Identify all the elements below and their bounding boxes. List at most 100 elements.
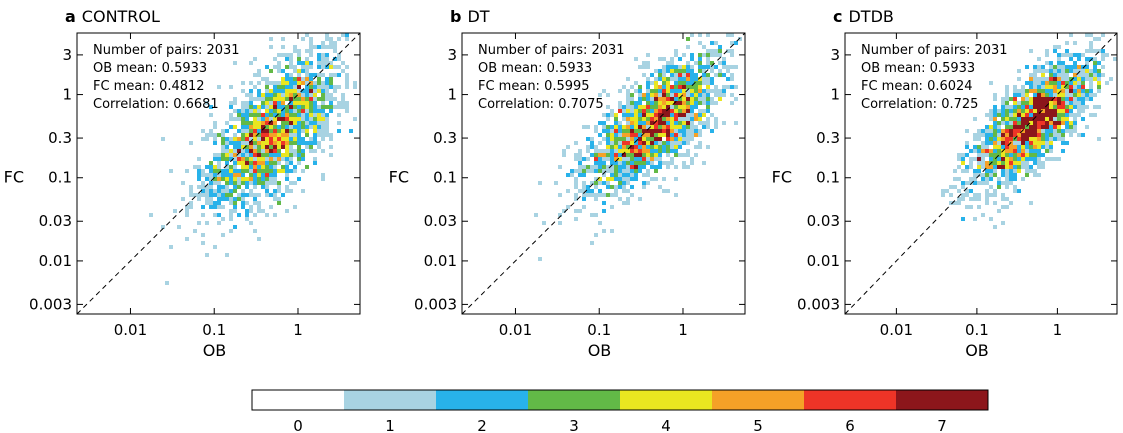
density-cell [237, 213, 241, 217]
density-cell [1017, 129, 1021, 133]
density-cell [638, 145, 642, 149]
density-cell [1065, 141, 1069, 145]
density-cell [993, 161, 997, 165]
density-cell [245, 217, 249, 221]
density-cell [261, 117, 265, 121]
density-cell [1009, 181, 1013, 185]
density-cell [610, 137, 614, 141]
density-cell [586, 145, 590, 149]
density-cell [658, 129, 662, 133]
density-cell [650, 81, 654, 85]
density-cell [209, 201, 213, 205]
density-cell [638, 137, 642, 141]
density-cell [241, 145, 245, 149]
density-cell [321, 81, 325, 85]
density-cell [1073, 93, 1077, 97]
density-cell [221, 233, 225, 237]
y-tick-label: 3 [830, 46, 840, 64]
density-cell [1097, 77, 1101, 81]
density-cell [317, 73, 321, 77]
colorbar-label: 6 [845, 417, 855, 433]
density-cell [317, 141, 321, 145]
density-cell [1053, 157, 1057, 161]
density-cell [674, 81, 678, 85]
density-cell [1057, 65, 1061, 69]
density-cell [710, 129, 714, 133]
density-cell [1001, 145, 1005, 149]
density-cell [578, 169, 582, 173]
density-cell [265, 125, 269, 129]
density-cell [305, 97, 309, 101]
density-cell [722, 93, 726, 97]
density-cell [997, 181, 1001, 185]
density-cell [662, 149, 666, 153]
density-cell [1049, 133, 1053, 137]
density-cell [1045, 77, 1049, 81]
density-cell [249, 89, 253, 93]
density-cell [682, 141, 686, 145]
density-cell [281, 101, 285, 105]
density-cell [313, 125, 317, 129]
density-cell [309, 77, 313, 81]
density-cell [1029, 85, 1033, 89]
density-cell [1085, 105, 1089, 109]
density-cell [1009, 173, 1013, 177]
density-cell [1053, 93, 1057, 97]
density-cell [341, 33, 345, 37]
density-cell [277, 161, 281, 165]
density-cell [686, 93, 690, 97]
density-cell [674, 137, 678, 141]
density-cell [289, 133, 293, 137]
one-to-one-line [76, 32, 361, 315]
density-cell [977, 137, 981, 141]
density-cell [269, 145, 273, 149]
density-cell [706, 53, 710, 57]
density-cell [650, 105, 654, 109]
density-cell [321, 65, 325, 69]
density-cell [269, 101, 273, 105]
density-cell [977, 169, 981, 173]
density-cell [229, 189, 233, 193]
density-cell [622, 141, 626, 145]
panel-title: a CONTROL [65, 7, 160, 26]
density-cell [993, 97, 997, 101]
density-cell [678, 121, 682, 125]
density-cell [185, 237, 189, 241]
density-cell [285, 93, 289, 97]
density-cell [225, 153, 229, 157]
x-tick-label: 0.1 [587, 321, 611, 339]
density-cell [245, 101, 249, 105]
density-cell [1033, 129, 1037, 133]
density-cell [1069, 109, 1073, 113]
density-cell [598, 93, 602, 97]
density-cell [626, 77, 630, 81]
density-cell [1069, 93, 1073, 97]
density-cell [965, 205, 969, 209]
density-cell [614, 141, 618, 145]
density-cell [213, 213, 217, 217]
density-cell [997, 177, 1001, 181]
density-cell [333, 85, 337, 89]
density-cell [341, 101, 345, 105]
density-cell [253, 157, 257, 161]
density-cell [666, 153, 670, 157]
density-cells [149, 33, 357, 285]
density-cell [245, 165, 249, 169]
colorbar-segment [344, 390, 436, 410]
density-cell [337, 129, 341, 133]
density-cell [313, 89, 317, 93]
density-cell [953, 185, 957, 189]
density-cell [638, 65, 642, 69]
density-cell [582, 197, 586, 201]
density-cell [1005, 109, 1009, 113]
density-cell [734, 97, 738, 101]
density-cell [590, 141, 594, 145]
density-cell [293, 81, 297, 85]
density-cell [1065, 125, 1069, 129]
density-cell [329, 133, 333, 137]
panel-letter: a [65, 7, 76, 26]
density-cell [233, 225, 237, 229]
density-cell [578, 165, 582, 169]
density-cell [985, 153, 989, 157]
density-cell [1045, 141, 1049, 145]
